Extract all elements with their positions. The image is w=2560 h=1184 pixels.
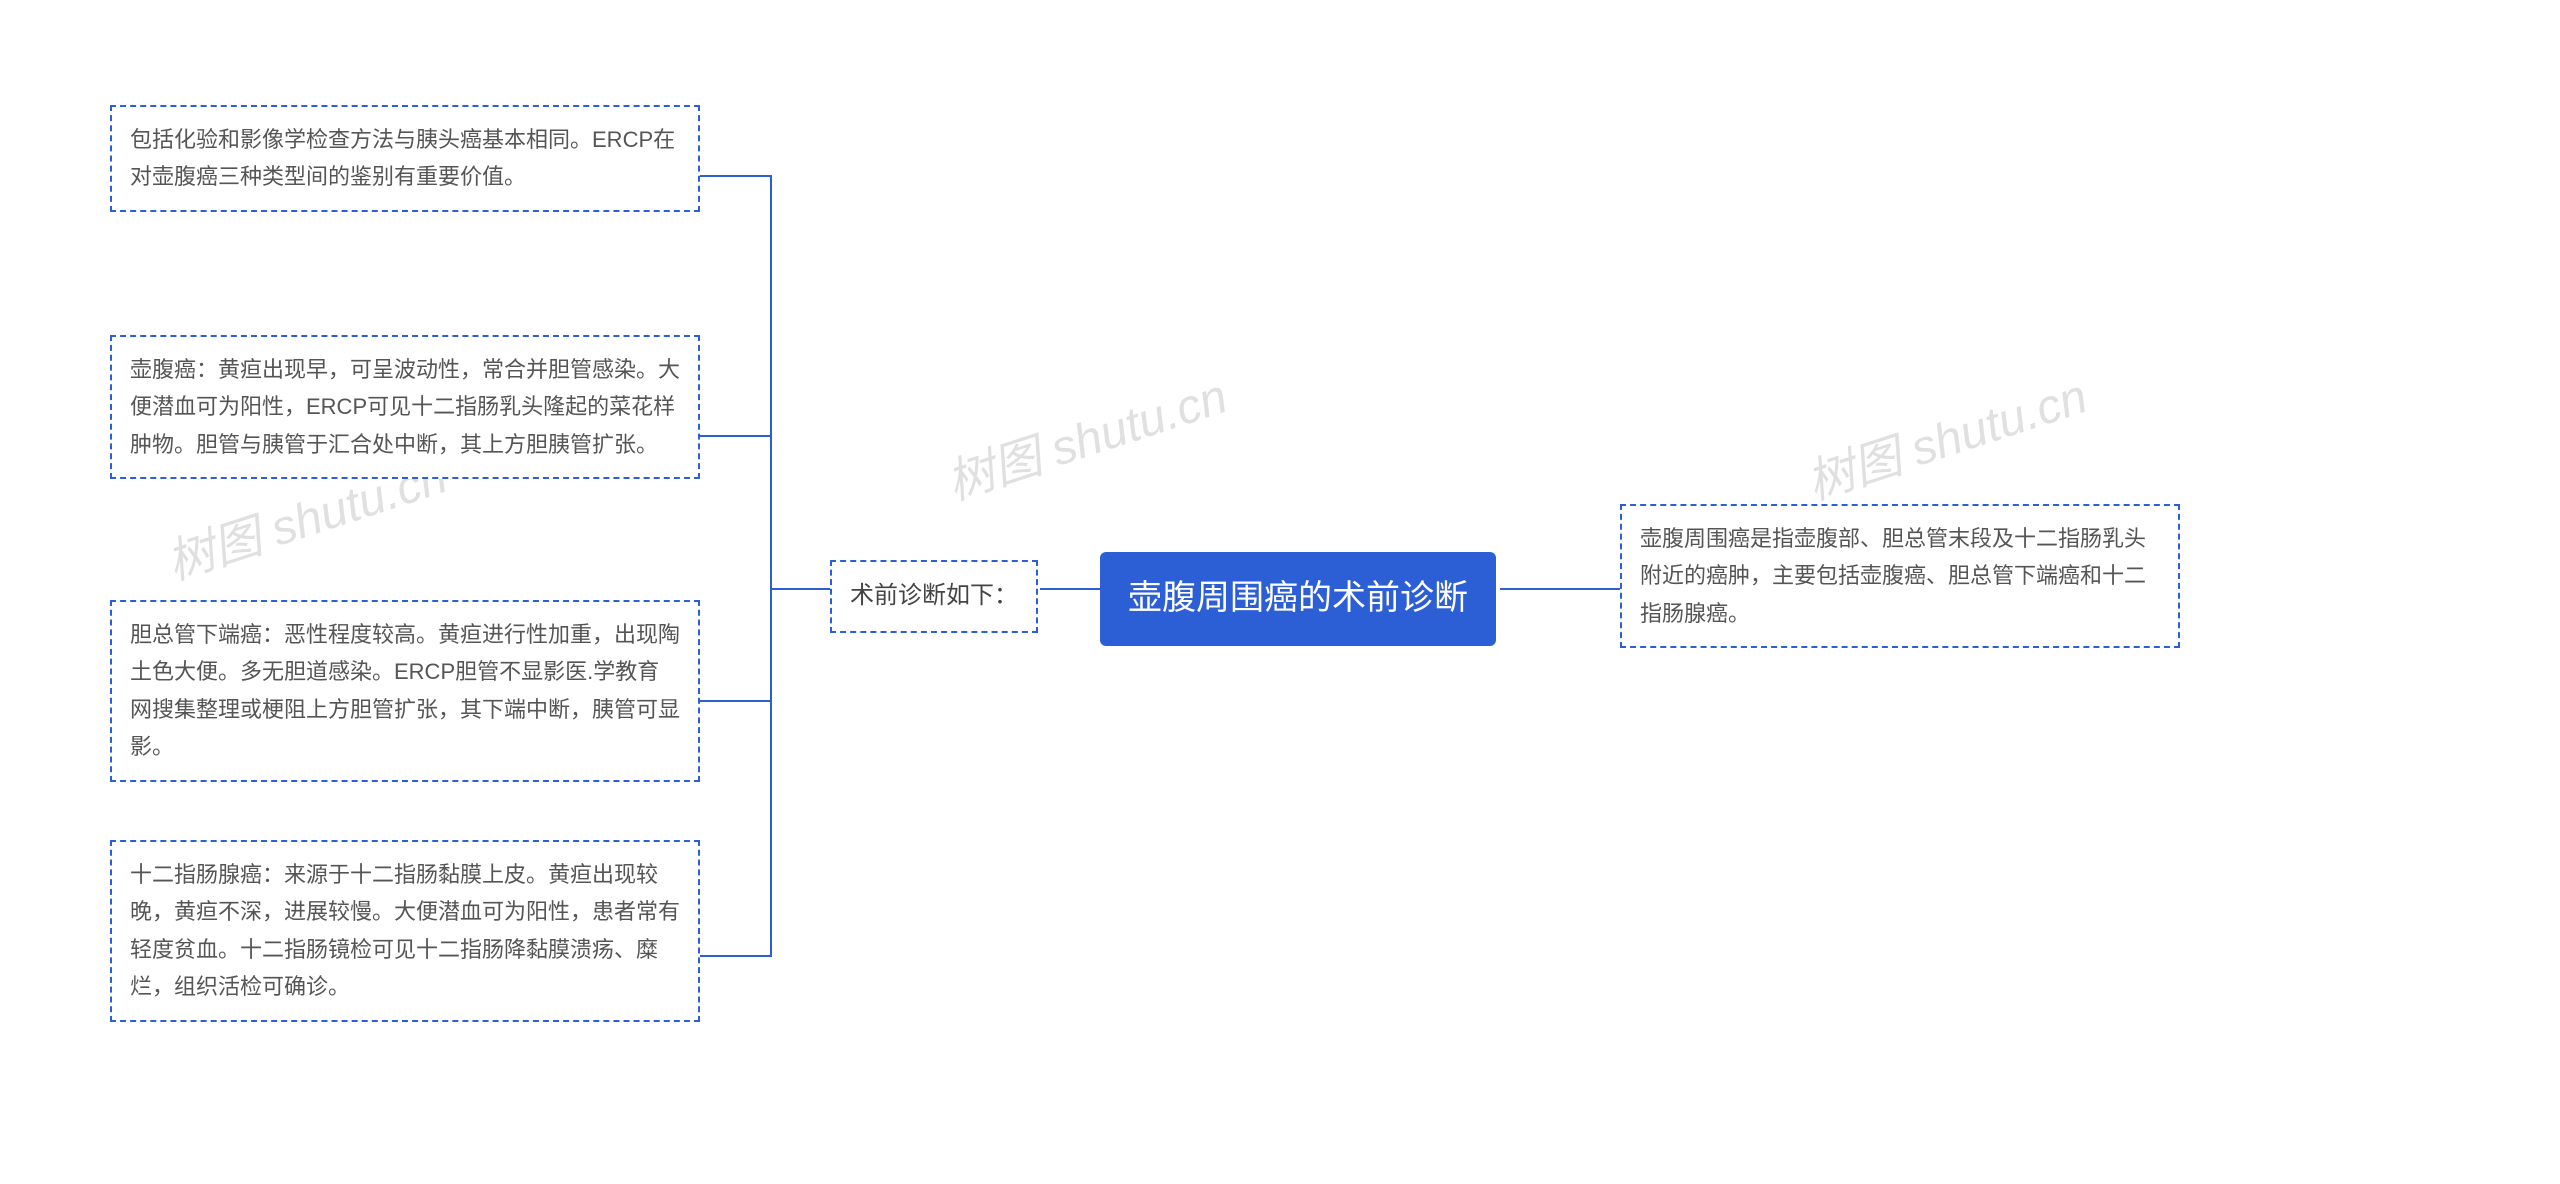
connector-root-leftheading: [1040, 588, 1100, 590]
left-heading-node: 术前诊断如下：: [830, 560, 1038, 633]
leaf-node-3: 胆总管下端癌：恶性程度较高。黄疸进行性加重，出现陶土色大便。多无胆道感染。ERC…: [110, 600, 700, 782]
leaf-node-1: 包括化验和影像学检查方法与胰头癌基本相同。ERCP在对壶腹癌三种类型间的鉴别有重…: [110, 105, 700, 212]
watermark-center: 树图 shutu.cn: [936, 357, 1234, 513]
connector-vtrunk: [770, 175, 772, 955]
definition-node: 壶腹周围癌是指壶腹部、胆总管末段及十二指肠乳头附近的癌肿，主要包括壶腹癌、胆总管…: [1620, 504, 2180, 648]
root-node: 壶腹周围癌的术前诊断: [1100, 552, 1496, 646]
connector-heading-trunk: [770, 588, 830, 590]
connector-root-right: [1500, 588, 1620, 590]
leaf-node-4: 十二指肠腺癌：来源于十二指肠黏膜上皮。黄疸出现较晚，黄疸不深，进展较慢。大便潜血…: [110, 840, 700, 1022]
leaf-node-2: 壶腹癌：黄疸出现早，可呈波动性，常合并胆管感染。大便潜血可为阳性，ERCP可见十…: [110, 335, 700, 479]
connector-leaf-2: [700, 435, 772, 437]
watermark-right: 树图 shutu.cn: [1796, 357, 2094, 513]
connector-leaf-4: [700, 955, 772, 957]
connector-leaf-1: [700, 175, 772, 177]
connector-leaf-3: [700, 700, 772, 702]
